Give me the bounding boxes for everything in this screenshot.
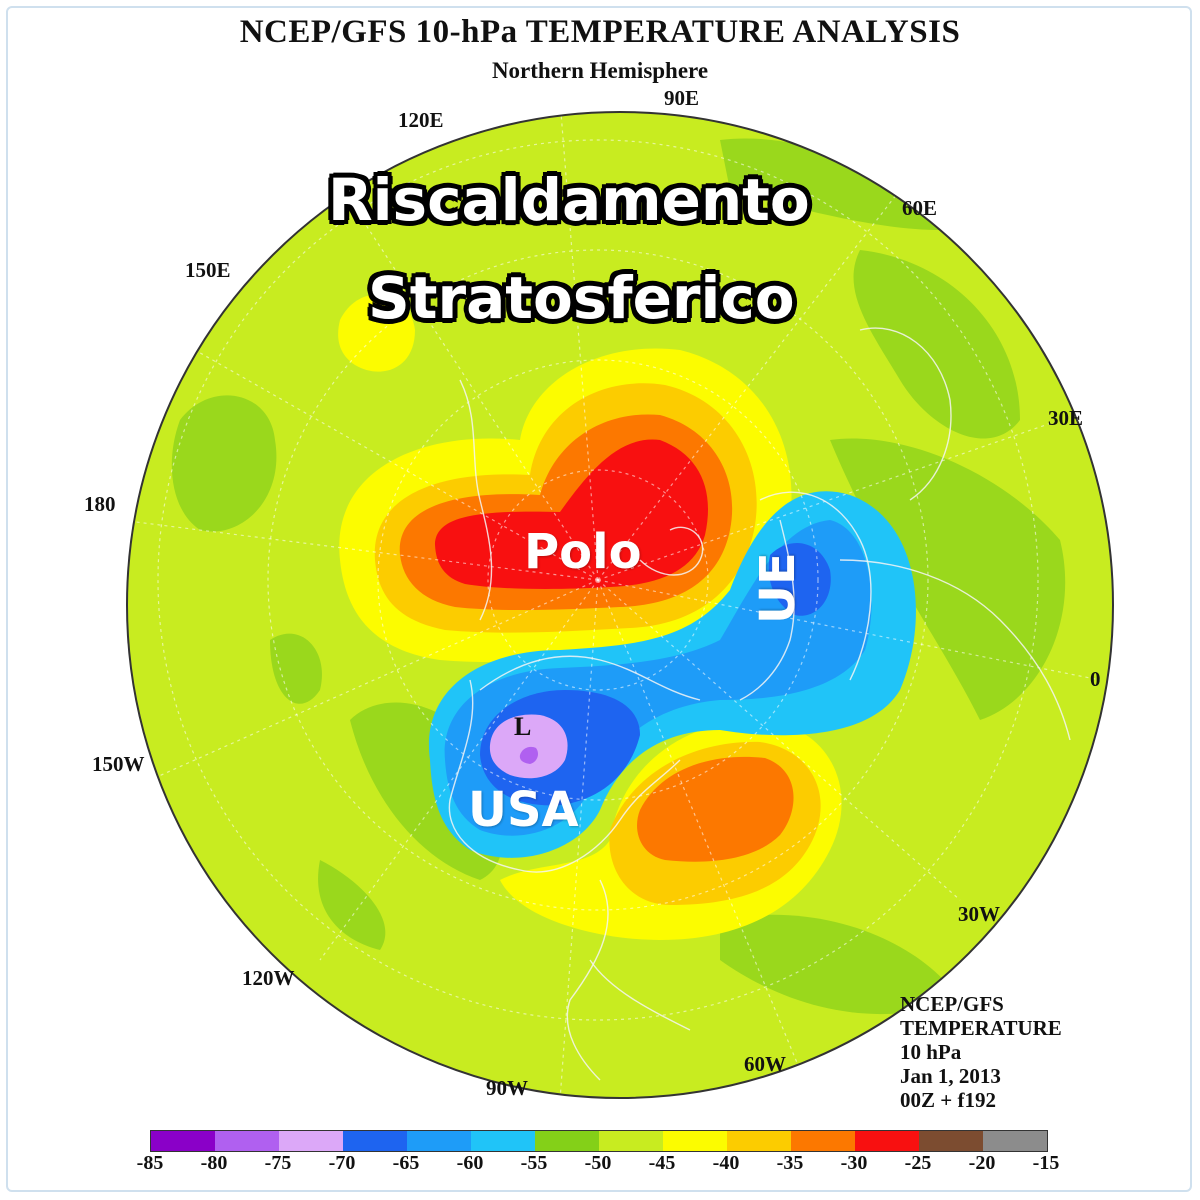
- lon-label-60e: 60E: [902, 196, 938, 220]
- lon-label-90w: 90W: [486, 1076, 528, 1100]
- headline-line-2: Stratosferico: [368, 264, 795, 332]
- headline-line-1: Riscaldamento: [328, 166, 810, 234]
- colorbar-tick-label: -50: [584, 1152, 612, 1174]
- colorbar-swatch: [919, 1131, 983, 1151]
- lon-label-120w: 120W: [242, 966, 295, 990]
- colorbar-tick-label: -40: [712, 1152, 740, 1174]
- colorbar-tick-label: -75: [264, 1152, 292, 1174]
- colorbar-swatch: [343, 1131, 407, 1151]
- info-line-level: 10 hPa: [900, 1040, 962, 1064]
- colorbar-tick-label: -30: [840, 1152, 868, 1174]
- label-ue: UE: [750, 552, 806, 624]
- lon-label-0: 0: [1090, 667, 1101, 691]
- colorbar-swatch: [407, 1131, 471, 1151]
- info-line-run: 00Z + f192: [900, 1088, 996, 1112]
- colorbar-ticks: -85 -80 -75 -70 -65 -60 -55 -50 -45 -40 -35 -30 -25 -…: [137, 1152, 1060, 1176]
- colorbar-swatch: [727, 1131, 791, 1151]
- colorbar-swatch: [151, 1131, 215, 1151]
- info-line-model: NCEP/GFS: [900, 992, 1004, 1016]
- map-subtitle: Northern Hemisphere: [491, 58, 709, 83]
- colorbar-tick-label: -25: [904, 1152, 932, 1174]
- image-frame: [6, 6, 1192, 1192]
- colorbar-tick-label: -35: [776, 1152, 804, 1174]
- colorbar-swatch: [471, 1131, 535, 1151]
- colorbar-swatch: [215, 1131, 279, 1151]
- colorbar-tick-label: -20: [968, 1152, 996, 1174]
- colorbar-tick-label: -55: [520, 1152, 548, 1174]
- low-pressure-marker: L: [514, 712, 532, 741]
- label-polo: Polo: [524, 524, 642, 580]
- colorbar-tick-label: -45: [648, 1152, 676, 1174]
- colorbar-tick-label: -80: [200, 1152, 228, 1174]
- lon-label-60w: 60W: [744, 1052, 786, 1076]
- colorbar-swatch: [279, 1131, 343, 1151]
- lon-label-180: 180: [84, 492, 116, 516]
- info-line-variable: TEMPERATURE: [900, 1016, 1062, 1040]
- colorbar-tick-label: -70: [328, 1152, 356, 1174]
- map-info-block: NCEP/GFS TEMPERATURE 10 hPa Jan 1, 2013 …: [900, 992, 1062, 1112]
- lon-label-150e: 150E: [185, 258, 231, 282]
- lon-label-30e: 30E: [1048, 406, 1084, 430]
- colorbar-tick-label: -60: [456, 1152, 484, 1174]
- colorbar-swatch: [983, 1131, 1047, 1151]
- colorbar-swatch: [535, 1131, 599, 1151]
- colorbar-tick-label: -15: [1032, 1152, 1060, 1174]
- temperature-colorbar: [150, 1130, 1048, 1152]
- colorbar-tick-label: -85: [136, 1152, 164, 1174]
- info-line-date: Jan 1, 2013: [900, 1064, 1001, 1088]
- colorbar-swatch: [663, 1131, 727, 1151]
- colorbar-swatch: [599, 1131, 663, 1151]
- lon-label-150w: 150W: [92, 752, 145, 776]
- label-usa: USA: [468, 782, 579, 838]
- lon-label-30w: 30W: [958, 902, 1000, 926]
- map-title: NCEP/GFS 10-hPa TEMPERATURE ANALYSIS: [239, 14, 961, 50]
- lon-label-90e: 90E: [664, 86, 700, 110]
- colorbar-swatch: [855, 1131, 919, 1151]
- lon-label-120e: 120E: [398, 108, 444, 132]
- colorbar-swatch: [791, 1131, 855, 1151]
- colorbar-tick-label: -65: [392, 1152, 420, 1174]
